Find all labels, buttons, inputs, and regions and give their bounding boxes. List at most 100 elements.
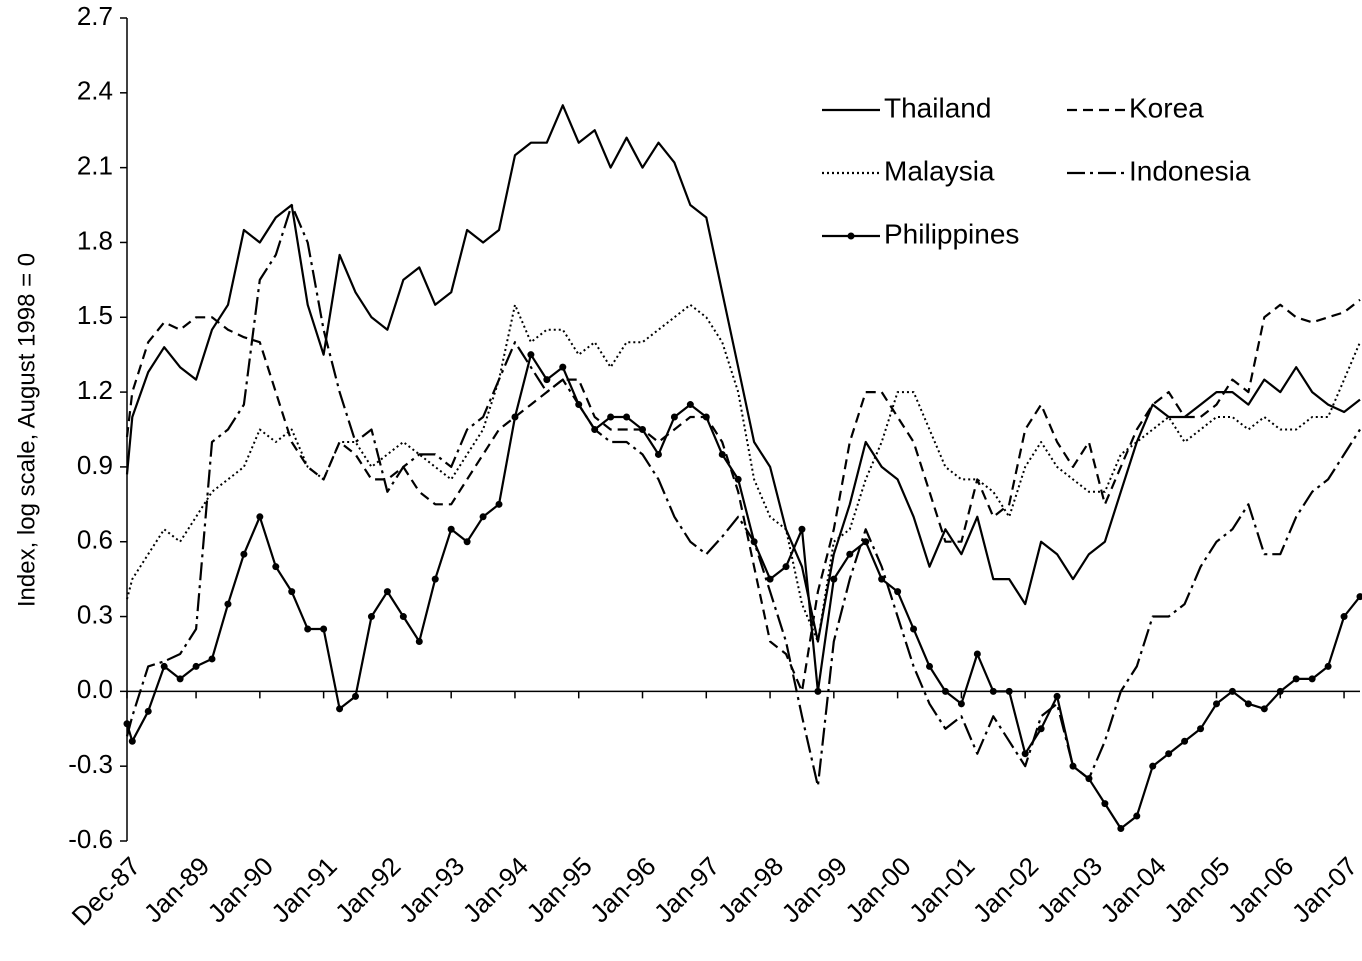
- x-tick-label: Jan-04: [1094, 851, 1171, 928]
- series-marker: [1197, 725, 1205, 733]
- x-tick-label: Jan-93: [393, 851, 470, 928]
- series-marker: [1213, 700, 1221, 708]
- series-marker: [1021, 750, 1029, 758]
- x-tick-label: Jan-94: [457, 851, 534, 928]
- series-marker: [941, 687, 949, 695]
- series-marker: [495, 500, 503, 508]
- series-marker: [1292, 675, 1300, 683]
- x-tick-label: Jan-98: [712, 851, 789, 928]
- series-marker: [1356, 593, 1362, 601]
- series-marker: [734, 475, 742, 483]
- series-marker: [1276, 687, 1284, 695]
- x-tick-label: Jan-99: [776, 851, 853, 928]
- x-tick-label: Jan-05: [1158, 851, 1235, 928]
- series-marker: [399, 613, 407, 621]
- series-marker: [415, 637, 423, 645]
- series-marker: [862, 538, 870, 546]
- series-marker: [224, 600, 232, 608]
- x-tick-label: Jan-91: [265, 851, 342, 928]
- series-marker: [591, 426, 599, 433]
- series-marker: [160, 662, 168, 670]
- series-marker: [383, 588, 391, 596]
- legend-label: Thailand: [884, 92, 991, 123]
- x-tick-label: Jan-01: [903, 851, 980, 928]
- y-tick-label: 0.3: [77, 599, 113, 629]
- y-tick-label: -0.6: [68, 824, 113, 854]
- series-line: [125, 104, 1361, 643]
- x-tick-label: Jan-07: [1286, 851, 1362, 928]
- y-tick-label: 0.9: [77, 450, 113, 480]
- series-line: [125, 298, 1361, 693]
- series-marker: [989, 687, 997, 695]
- y-tick-label: 1.5: [77, 300, 113, 330]
- series-marker: [288, 588, 296, 596]
- x-tick-label: Jan-00: [839, 851, 916, 928]
- legend-label: Malaysia: [884, 155, 995, 186]
- y-tick-label: 2.7: [77, 1, 113, 31]
- series-marker: [782, 563, 790, 571]
- series-marker: [304, 625, 312, 633]
- series-marker: [1260, 705, 1268, 713]
- series-marker: [128, 737, 136, 745]
- y-tick-label: 1.8: [77, 225, 113, 255]
- series-marker: [878, 575, 886, 583]
- series-marker: [1117, 825, 1125, 833]
- y-tick-label: 1.2: [77, 375, 113, 405]
- y-tick-label: 2.4: [77, 76, 113, 106]
- x-tick-label: Jan-95: [520, 851, 597, 928]
- series-marker: [654, 450, 662, 458]
- series-marker: [240, 550, 248, 558]
- x-tick-label: Jan-06: [1222, 851, 1299, 928]
- x-tick-label: Jan-89: [138, 851, 215, 928]
- series-marker: [1181, 737, 1189, 745]
- series-marker: [1101, 800, 1109, 808]
- series-marker: [144, 707, 152, 715]
- x-tick-label: Jan-90: [202, 851, 279, 928]
- y-tick-label: -0.3: [68, 749, 113, 779]
- x-tick-label: Jan-96: [584, 851, 661, 928]
- y-tick-label: 0.6: [77, 525, 113, 555]
- series-marker: [543, 376, 551, 384]
- y-axis-label: Index, log scale, August 1998 = 0: [13, 253, 40, 607]
- x-tick-label: Jan-97: [648, 851, 725, 928]
- series-marker: [1340, 613, 1348, 621]
- series-marker: [1149, 762, 1157, 770]
- series-marker: [686, 401, 694, 409]
- series-marker: [123, 720, 131, 728]
- series-marker: [623, 413, 631, 421]
- series-marker: [1069, 762, 1077, 770]
- series-marker: [479, 513, 487, 521]
- series-marker: [192, 662, 200, 670]
- x-tick-label: Jan-92: [329, 851, 406, 928]
- series-marker: [575, 401, 583, 409]
- series-marker: [320, 625, 328, 633]
- series-marker: [1085, 775, 1093, 783]
- series-line: [126, 303, 1361, 643]
- series-marker: [670, 413, 678, 421]
- series-marker: [798, 525, 806, 533]
- series-marker: [447, 525, 455, 533]
- series-line: [125, 203, 1361, 788]
- legend-label: Indonesia: [1129, 155, 1251, 186]
- x-tick-label: Jan-03: [1031, 851, 1108, 928]
- series-marker: [527, 351, 535, 359]
- series-marker: [910, 625, 918, 633]
- series-marker: [894, 588, 902, 596]
- series-marker: [702, 413, 710, 421]
- series-marker: [336, 705, 344, 713]
- series-marker: [1324, 662, 1332, 670]
- series-marker: [256, 513, 264, 521]
- series-marker: [973, 650, 981, 658]
- series-marker: [352, 692, 360, 700]
- series-marker: [718, 450, 726, 458]
- series-marker: [607, 413, 615, 421]
- series-marker: [367, 613, 375, 621]
- series-marker: [1037, 725, 1045, 733]
- series-marker: [463, 538, 471, 546]
- y-tick-label: 2.1: [77, 151, 113, 181]
- series-marker: [176, 675, 184, 683]
- series-marker: [846, 550, 854, 558]
- series-marker: [1133, 812, 1141, 820]
- series-marker: [511, 413, 519, 421]
